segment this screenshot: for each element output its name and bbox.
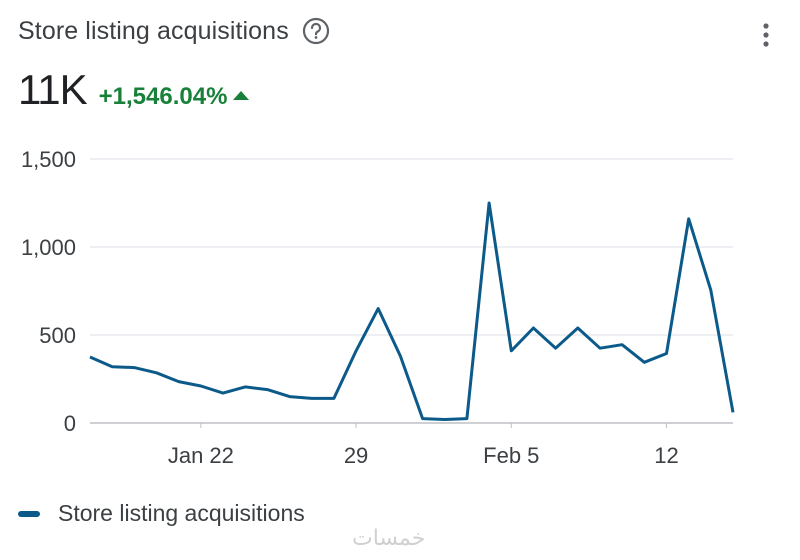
x-tick-label: 29	[344, 443, 368, 468]
legend-label: Store listing acquisitions	[58, 500, 305, 526]
y-tick-label: 1,000	[21, 235, 76, 260]
more-vert-icon[interactable]	[760, 22, 772, 48]
x-tick-label: 12	[654, 443, 678, 468]
x-tick-label: Jan 22	[168, 443, 234, 468]
watermark: خمسات	[352, 526, 426, 551]
y-tick-label: 0	[64, 411, 76, 436]
legend-item[interactable]: Store listing acquisitions	[18, 500, 305, 527]
arrow-up-icon	[233, 91, 250, 100]
metric-change: +1,546.04%	[98, 83, 228, 110]
chart-title: Store listing acquisitions	[18, 16, 289, 45]
help-icon[interactable]	[301, 16, 331, 46]
card-header: Store listing acquisitions 11K +1,546.04…	[18, 14, 788, 114]
series-line[interactable]	[89, 201, 735, 421]
legend-swatch	[18, 510, 40, 517]
y-tick-label: 500	[39, 323, 76, 348]
x-tick-label: Feb 5	[483, 443, 539, 468]
line-chart: 1,500 1,000 500 0 Jan 22 29 Feb 5 12	[21, 147, 735, 468]
metric-value: 11K	[18, 66, 88, 113]
y-tick-label: 1,500	[21, 147, 76, 172]
